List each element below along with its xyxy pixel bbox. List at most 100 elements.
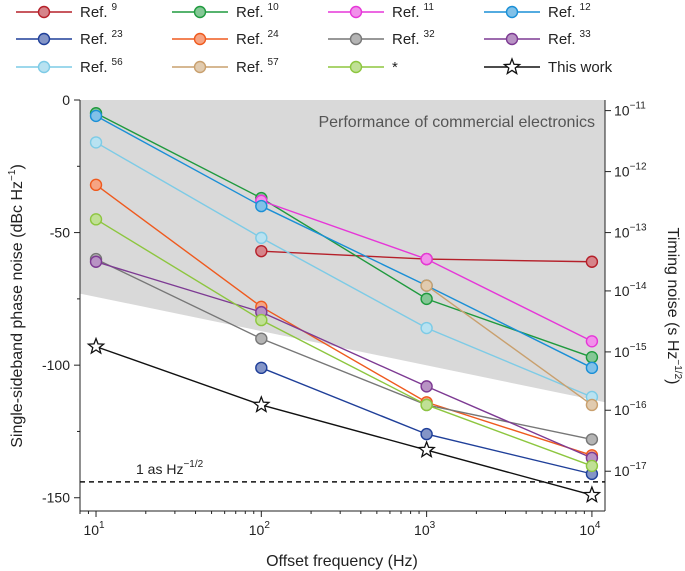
data-point: [585, 433, 599, 446]
x-tick-label: 101: [83, 520, 105, 538]
commercial-region-label: Performance of commercial electronics: [318, 114, 595, 131]
x-axis-title: Offset frequency (Hz): [266, 553, 418, 570]
y2-tick-label: 10−17: [614, 461, 647, 479]
data-point: [89, 136, 103, 149]
legend-marker: [193, 5, 207, 19]
series-asterisk: [89, 213, 599, 473]
data-point: [585, 351, 599, 364]
legend-label: Ref. 24: [236, 29, 279, 48]
legend-label: Ref. 32: [392, 29, 435, 48]
legend-label: Ref. 10: [236, 2, 279, 21]
x-tick-label: 103: [414, 520, 436, 538]
legend-marker: [37, 32, 51, 46]
data-point: [585, 255, 599, 268]
data-point: [255, 313, 268, 327]
data-point: [420, 380, 433, 393]
legend-item: Ref. 9: [16, 2, 118, 21]
legend-item: Ref. 10: [172, 2, 279, 21]
legend-label: Ref. 33: [548, 29, 591, 48]
legend-item: *: [328, 59, 398, 76]
data-point: [420, 321, 433, 335]
data-point: [255, 231, 268, 245]
y2-tick-label: 10−12: [614, 162, 647, 180]
legend-marker: [505, 5, 519, 19]
y-tick-label: -50: [50, 225, 70, 241]
series-line: [95, 261, 593, 459]
y-tick-label: -150: [42, 490, 70, 506]
legend: Ref. 9 Ref. 10 Ref. 11 Ref. 12 Ref. 23 Ref. 24 Ref. 3…: [16, 2, 613, 76]
legend-marker: [37, 5, 51, 19]
legend-item: This work: [484, 57, 613, 76]
y-tick-label: 0: [62, 92, 70, 108]
y-tick-label: -100: [42, 357, 70, 373]
legend-label: Ref. 23: [80, 29, 123, 48]
series-line: [95, 184, 593, 456]
data-point: [255, 199, 268, 213]
x-tick-label: 102: [249, 520, 271, 538]
series-layer: [86, 107, 602, 504]
y2-tick-label: 10−14: [614, 281, 647, 299]
data-point-star: [417, 440, 436, 458]
data-point: [89, 213, 103, 226]
legend-item: Ref. 12: [484, 2, 591, 21]
legend-marker: [193, 60, 207, 74]
legend-marker: [349, 5, 363, 19]
legend-marker: [349, 32, 363, 46]
legend-label: Ref. 56: [80, 57, 123, 76]
series-line: [95, 218, 593, 467]
legend-label: Ref. 57: [236, 57, 279, 76]
data-point: [420, 279, 433, 292]
series-line: [95, 345, 593, 496]
data-point: [255, 244, 268, 258]
legend-label: This work: [548, 59, 613, 76]
reference-line-label: 1 as Hz−1/2: [136, 459, 204, 477]
legend-item: Ref. 11: [328, 2, 434, 21]
legend-marker: [37, 60, 51, 74]
series-line: [95, 112, 593, 358]
legend-item: Ref. 56: [16, 57, 123, 76]
series-line: [95, 115, 593, 369]
legend-marker: [505, 32, 519, 46]
commercial-region-shape: [80, 100, 605, 403]
data-point-star: [582, 485, 602, 504]
legend-label: Ref. 9: [80, 2, 118, 21]
legend-marker: [193, 32, 207, 46]
x-tick-label: 104: [579, 520, 601, 538]
data-point: [255, 361, 268, 375]
legend-item: Ref. 23: [16, 29, 123, 48]
legend-label: *: [392, 59, 398, 76]
data-point: [585, 361, 599, 375]
series-line: [426, 285, 593, 406]
plot-axes: 101 102 103 104 0 -50 -100 -150 10−11 10−12 10−13 1…: [42, 92, 647, 538]
data-point: [420, 252, 433, 266]
series-this-work: [86, 336, 602, 504]
legend-item: Ref. 24: [172, 29, 279, 48]
y2-tick-label: 10−16: [614, 400, 647, 418]
y2-axis-title: Timing noise (s Hz−1/2): [664, 228, 683, 385]
y2-tick-label: 10−15: [614, 342, 647, 360]
y2-tick-label: 10−13: [614, 223, 647, 241]
legend-item: Ref. 33: [484, 29, 591, 48]
legend-label: Ref. 11: [392, 2, 434, 21]
y2-tick-label: 10−11: [614, 101, 646, 119]
y-axis-title: Single-sideband phase noise (dBc Hz−1): [7, 164, 26, 448]
data-point-star: [251, 395, 271, 413]
legend-item: Ref. 32: [328, 29, 435, 48]
data-point: [89, 178, 103, 192]
data-point: [585, 335, 599, 348]
legend-item: Ref. 57: [172, 57, 279, 76]
data-point: [255, 332, 268, 345]
legend-marker: [349, 60, 363, 74]
commercial-electronics-region: [80, 100, 605, 403]
data-point: [89, 109, 103, 123]
data-point-star: [86, 336, 106, 355]
series-line: [95, 141, 593, 398]
series-ref-57: [420, 279, 599, 412]
data-point: [585, 398, 599, 412]
data-point: [585, 459, 599, 473]
data-point: [420, 398, 433, 412]
reference-line: 1 as Hz−1/2: [80, 459, 605, 483]
legend-marker-star: [502, 57, 522, 75]
legend-label: Ref. 12: [548, 2, 591, 21]
